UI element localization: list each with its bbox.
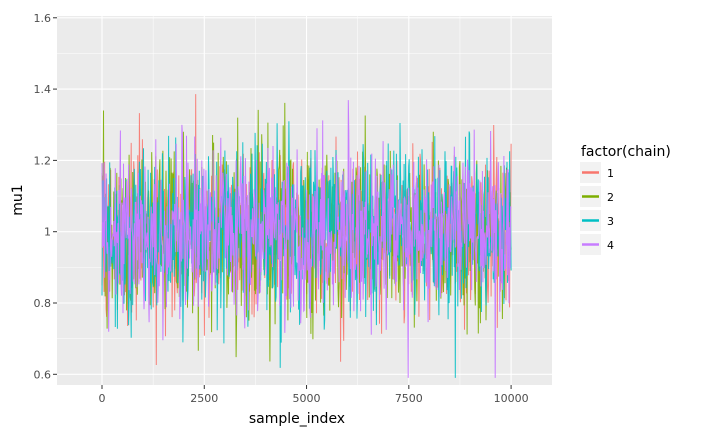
axis-ticks: 0 2500 5000 7500 10000 0.6 0.8 1 1.2 1.4 1.6 [34,12,529,405]
x-tick-label: 5000 [293,392,321,405]
y-tick-label: 1.2 [34,154,52,167]
y-tick-label: 1.4 [34,83,52,96]
y-tick-label: 0.8 [34,297,52,310]
y-tick-label: 0.6 [34,368,52,381]
x-tick-label: 10000 [494,392,529,405]
x-axis-title: sample_index [249,411,345,427]
legend-label-1: 1 [607,167,614,180]
series-group [101,94,512,378]
x-tick-label: 7500 [395,392,423,405]
series-line-4 [101,100,512,378]
y-tick-label: 1.6 [34,12,52,25]
legend-label-4: 4 [607,239,614,252]
y-axis-title: mu1 [10,184,26,215]
x-tick-label: 2500 [190,392,218,405]
legend-title: factor(chain) [581,144,671,160]
legend-label-3: 3 [607,215,614,228]
x-tick-label: 0 [99,392,106,405]
legend: factor(chain) 1 2 3 4 [580,144,671,255]
y-tick-label: 1 [44,226,51,239]
legend-label-2: 2 [607,191,614,204]
